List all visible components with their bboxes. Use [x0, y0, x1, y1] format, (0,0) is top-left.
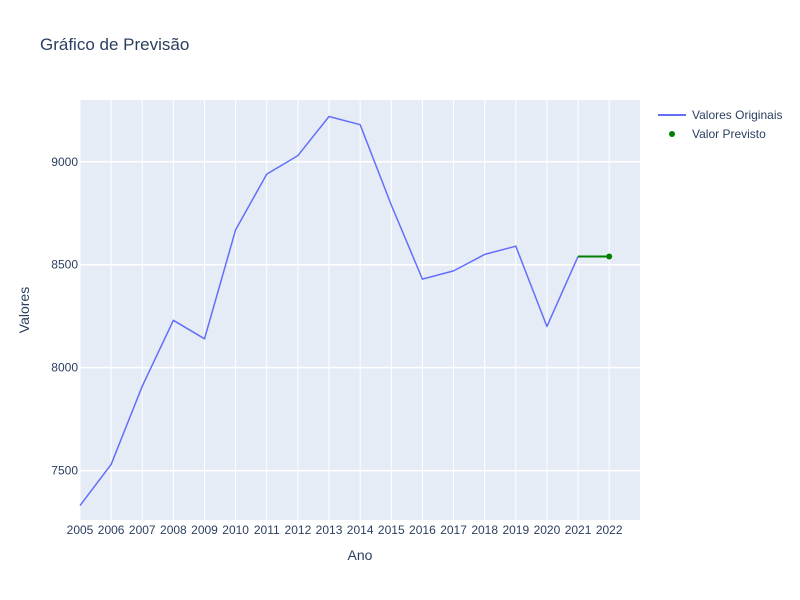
series-line-valores-originais: [79, 115, 579, 507]
x-tick-label: 2013: [316, 523, 343, 537]
y-tick-label: 9000: [51, 155, 78, 169]
x-tick-label: 2014: [347, 523, 374, 537]
x-axis-title: Ano: [348, 547, 373, 563]
x-gridlines: [79, 100, 610, 520]
x-tick-label: 2017: [440, 523, 467, 537]
y-tick-label: 8000: [51, 361, 78, 375]
series-layer: [79, 115, 613, 507]
y-tick-label: 7500: [51, 464, 78, 478]
y-gridlines: [80, 161, 640, 472]
legend-label: Valor Previsto: [692, 127, 766, 141]
forecast-point: [606, 253, 613, 260]
x-tick-label: 2018: [471, 523, 498, 537]
x-tick-label: 2020: [534, 523, 561, 537]
x-tick-label: 2011: [254, 523, 280, 537]
x-tick-label: 2015: [378, 523, 405, 537]
legend-label: Valores Originais: [692, 108, 782, 122]
y-tick-label: 8500: [51, 258, 78, 272]
chart-title: Gráfico de Previsão: [40, 35, 189, 54]
x-tick-label: 2007: [129, 523, 156, 537]
y-axis-title: Valores: [16, 287, 32, 333]
legend: Valores Originais Valor Previsto: [658, 108, 782, 141]
x-tick-label: 2009: [191, 523, 218, 537]
x-tick-label: 2022: [596, 523, 623, 537]
x-tick-label: 2008: [160, 523, 187, 537]
x-tick-label: 2005: [67, 523, 94, 537]
x-tick-label: 2006: [98, 523, 125, 537]
x-tick-label: 2012: [285, 523, 312, 537]
x-tick-label: 2016: [409, 523, 436, 537]
x-tick-label: 2019: [502, 523, 529, 537]
x-tick-label: 2010: [222, 523, 249, 537]
x-tick-label: 2021: [565, 523, 592, 537]
y-tick-labels: 7500 8000 8500 9000: [51, 155, 78, 478]
legend-marker-swatch: [669, 131, 675, 137]
x-tick-labels: 2005 2006 2007 2008 2009 2010 2011 2012 2013 2014…: [67, 523, 623, 537]
